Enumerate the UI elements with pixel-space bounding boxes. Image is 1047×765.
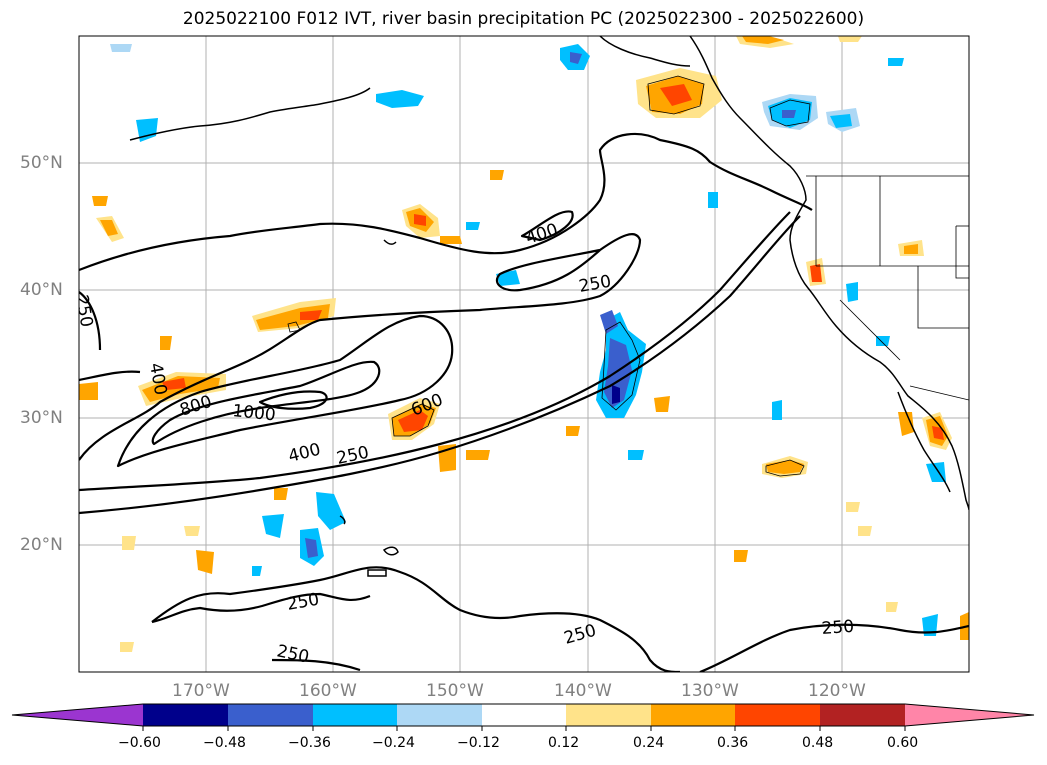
- map-frame: [78, 35, 970, 673]
- colorbar-bin: [397, 704, 482, 726]
- colorbar-tick-label: 0.24: [633, 735, 665, 751]
- lon-tick-label: 170°W: [172, 681, 230, 701]
- colorbar: [11, 703, 1035, 731]
- lon-tick-label: 120°W: [808, 681, 866, 701]
- colorbar-bin: [482, 704, 566, 726]
- contour-label: 1000: [231, 401, 276, 425]
- colorbar-extend-right: [905, 704, 1034, 726]
- colorbar-tick-label: −0.36: [288, 735, 331, 751]
- colorbar-tick-label: −0.60: [118, 735, 161, 751]
- lat-tick-label: 50°N: [20, 153, 63, 173]
- colorbar-tick-label: 0.60: [887, 735, 919, 751]
- colorbar-tick-label: −0.24: [372, 735, 415, 751]
- colorbar-bin: [228, 704, 313, 726]
- colorbar-bin: [313, 704, 397, 726]
- lat-tick-label: 20°N: [20, 535, 63, 555]
- map-area: [79, 36, 969, 672]
- colorbar-bin: [566, 704, 651, 726]
- colorbar-bin: [735, 704, 820, 726]
- colorbar-tick-label: −0.12: [457, 735, 500, 751]
- colorbar-tick-label: 0.36: [717, 735, 749, 751]
- contour-label: 250: [821, 617, 855, 639]
- colorbar-tick-label: −0.48: [203, 735, 246, 751]
- lat-tick-label: 40°N: [20, 280, 63, 300]
- ivt-contours: [79, 133, 969, 672]
- colorbar-bin: [651, 704, 735, 726]
- contour-label: 250: [71, 293, 96, 328]
- colorbar-bin: [143, 704, 228, 726]
- colorbar-tick-label: 0.48: [802, 735, 834, 751]
- state-borders: [806, 175, 969, 401]
- coastlines: [129, 36, 969, 577]
- lon-tick-label: 130°W: [681, 681, 739, 701]
- patch-outlines: [287, 75, 811, 477]
- colorbar-tick-label: 0.12: [548, 735, 580, 751]
- map-title: 2025022100 F012 IVT, river basin precipi…: [182, 9, 865, 29]
- lat-tick-label: 30°N: [20, 408, 63, 428]
- colorbar-extend-left: [12, 704, 143, 726]
- lon-tick-label: 160°W: [299, 681, 357, 701]
- negative-anomaly-patches: [110, 44, 946, 636]
- lon-tick-label: 150°W: [426, 681, 484, 701]
- colorbar-bin: [820, 704, 905, 726]
- lon-tick-label: 140°W: [554, 681, 612, 701]
